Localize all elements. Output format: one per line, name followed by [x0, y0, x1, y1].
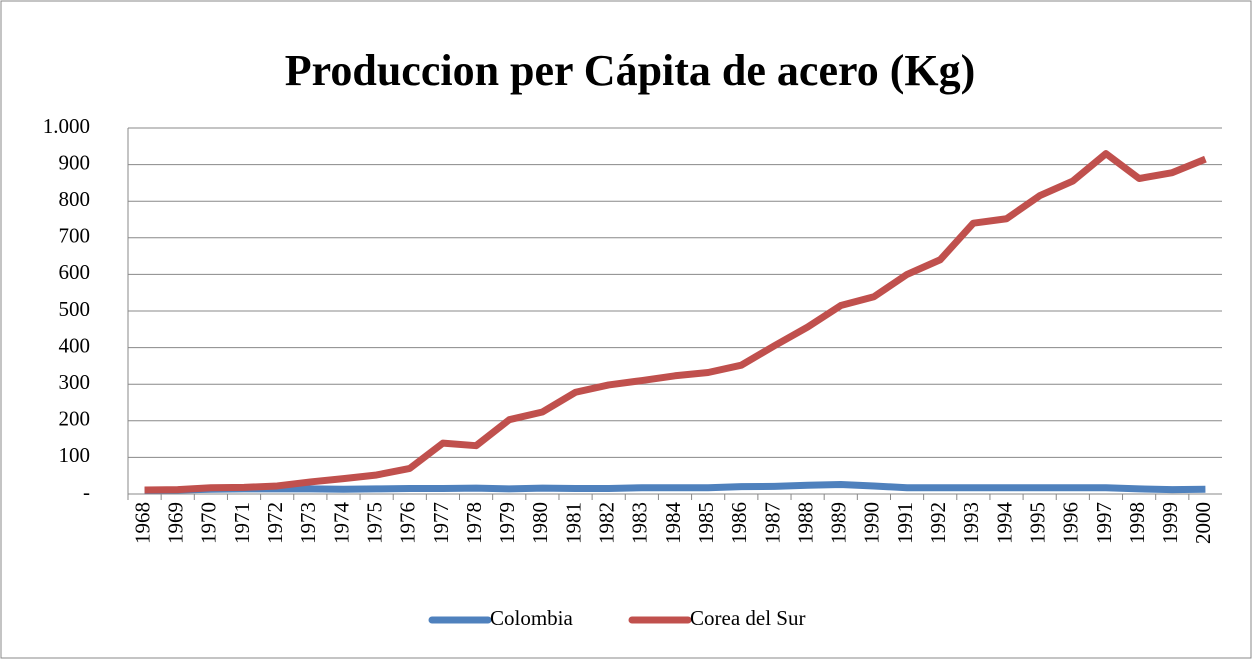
- x-tick-label: 1981: [561, 502, 585, 544]
- x-tick-label: 1984: [661, 502, 685, 545]
- x-tick-label: 1971: [230, 502, 254, 544]
- x-tick-label: 1982: [595, 502, 619, 544]
- x-tick-label: 1987: [760, 502, 784, 544]
- x-tick-label: 2000: [1191, 502, 1215, 544]
- x-tick-label: 1994: [992, 502, 1016, 545]
- x-tick-label: 1978: [462, 502, 486, 544]
- x-tick-label: 1998: [1125, 502, 1149, 544]
- y-tick-label: 800: [59, 187, 91, 211]
- y-tick-label: 300: [59, 370, 91, 394]
- chart-title: Produccion per Cápita de acero (Kg): [285, 46, 976, 95]
- x-tick-label: 1973: [296, 502, 320, 544]
- y-tick-label: 200: [59, 407, 91, 431]
- x-tick-label: 1980: [528, 502, 552, 544]
- x-tick-label: 1989: [827, 502, 851, 544]
- x-tick-label: 1979: [495, 502, 519, 544]
- y-tick-label: 700: [59, 224, 91, 248]
- x-tick-label: 1983: [628, 502, 652, 544]
- x-tick-label: 1976: [396, 502, 420, 544]
- data-line: [144, 150, 1207, 494]
- y-tick-label: 600: [59, 260, 91, 284]
- x-tick-label: 1986: [727, 502, 751, 544]
- x-tick-label: 1996: [1059, 502, 1083, 544]
- x-tick-label: 1975: [362, 502, 386, 544]
- y-tick-label: -: [83, 480, 90, 504]
- data-line: [144, 480, 1206, 494]
- x-tick-label: 1999: [1158, 502, 1182, 544]
- x-tick-label: 1988: [793, 502, 817, 544]
- x-tick-label: 1972: [263, 502, 287, 544]
- y-tick-label: 1.000: [43, 114, 90, 138]
- x-tick-label: 1997: [1092, 502, 1116, 544]
- x-tick-label: 1991: [893, 502, 917, 544]
- x-tick-label: 1974: [329, 502, 353, 545]
- y-tick-label: 900: [59, 150, 91, 174]
- x-tick-label: 1977: [429, 502, 453, 544]
- y-tick-label: 500: [59, 297, 91, 321]
- x-tick-label: 1985: [694, 502, 718, 544]
- legend-label: Colombia: [490, 606, 574, 630]
- x-tick-label: 1970: [197, 502, 221, 544]
- x-tick-label: 1993: [959, 502, 983, 544]
- y-tick-label: 400: [59, 333, 91, 357]
- y-tick-label: 100: [59, 443, 91, 467]
- x-tick-label: 1992: [926, 502, 950, 544]
- x-tick-label: 1995: [1025, 502, 1049, 544]
- x-tick-label: 1969: [164, 502, 188, 544]
- legend-label: Corea del Sur: [690, 606, 805, 630]
- x-tick-label: 1968: [130, 502, 154, 544]
- x-tick-label: 1990: [860, 502, 884, 544]
